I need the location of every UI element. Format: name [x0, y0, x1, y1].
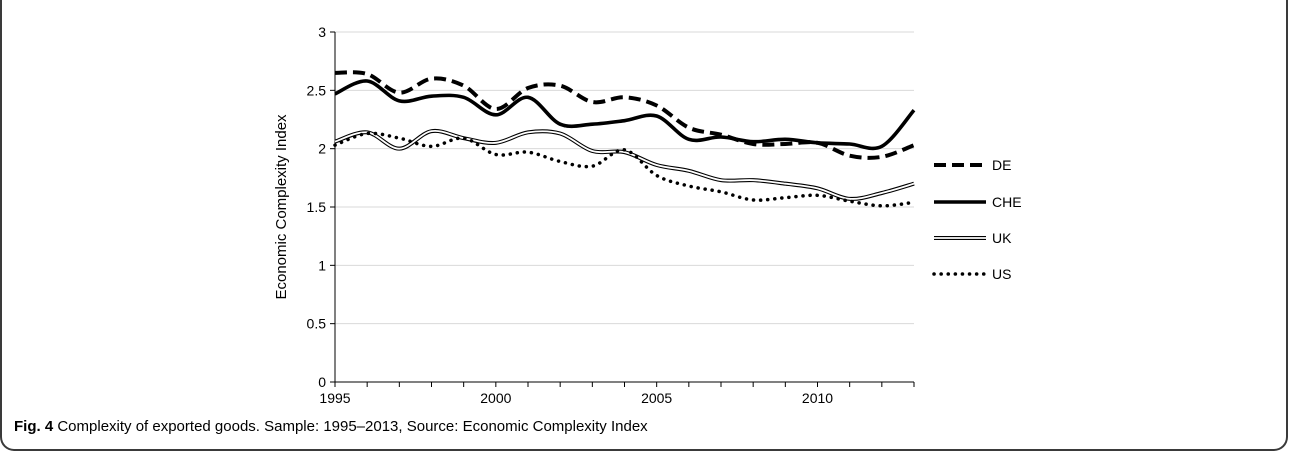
x-tick-label: 2000: [480, 390, 511, 406]
x-tick-label: 2005: [641, 390, 672, 406]
axes: 0 0.5 1 1.5 2 2.5 3 1995 2000 2005 2010: [307, 24, 915, 406]
gridlines: [335, 31, 914, 325]
y-tick-label: 2.5: [307, 82, 327, 98]
y-tick-label: 1: [318, 257, 326, 273]
series-line-che: [334, 79, 916, 151]
x-tick-label: 2010: [802, 390, 833, 406]
series-lines: [333, 70, 916, 208]
caption-text: Complexity of exported goods. Sample: 19…: [57, 418, 648, 435]
y-tick-label: 1.5: [307, 199, 327, 215]
y-tick-label: 2: [318, 141, 326, 157]
series-line-us: [333, 131, 916, 208]
legend: DE CHE UK US: [932, 157, 1022, 282]
series-line-uk-inner: [334, 129, 915, 200]
figure-caption: Fig. 4 Complexity of exported goods. Sam…: [14, 418, 648, 435]
y-axis-title: Economic Complexity Index: [273, 114, 290, 300]
legend-label-che: CHE: [992, 194, 1022, 210]
legend-label-us: US: [992, 266, 1011, 282]
y-tick-label: 3: [318, 24, 326, 40]
y-tick-label: 0.5: [307, 316, 327, 332]
legend-label-de: DE: [992, 157, 1011, 173]
series-line-uk: [334, 128, 915, 201]
y-tick-label: 0: [318, 374, 326, 390]
legend-label-uk: UK: [992, 230, 1012, 246]
x-tick-label: 1995: [319, 390, 350, 406]
figure-label: Fig. 4: [14, 418, 54, 435]
